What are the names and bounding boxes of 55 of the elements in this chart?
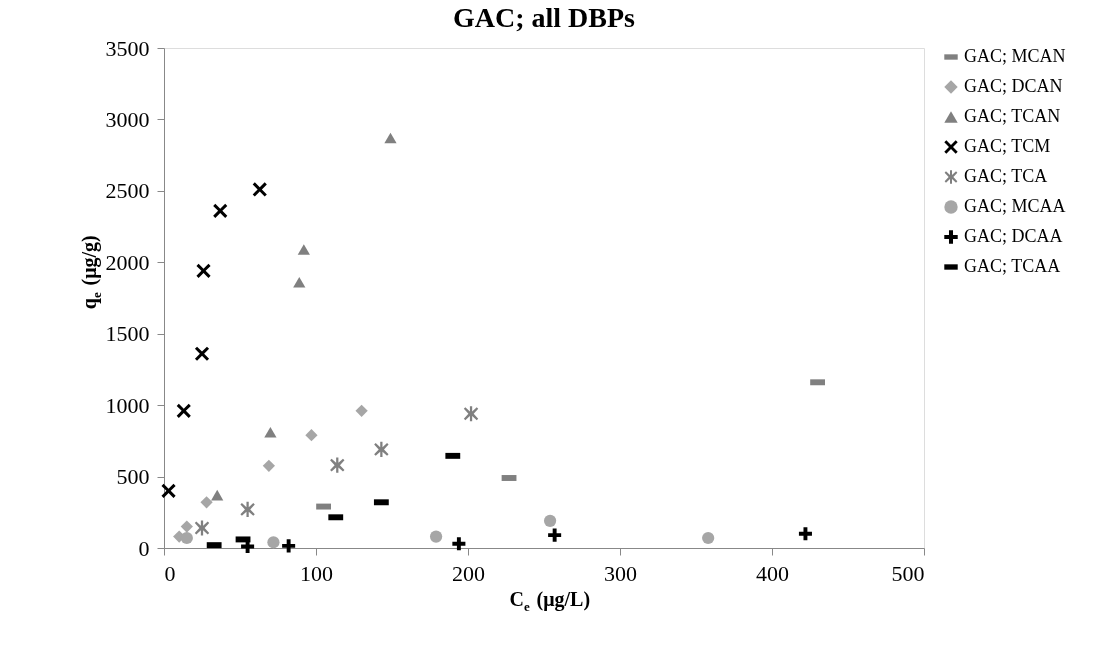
y-tick-label: 500 — [116, 464, 150, 490]
point — [264, 426, 277, 438]
legend-label: GAC; DCAA — [964, 226, 1063, 246]
point — [161, 483, 176, 498]
point — [293, 276, 306, 288]
point — [463, 406, 479, 422]
point — [429, 530, 443, 543]
legend-label: GAC; MCAN — [964, 46, 1066, 66]
legend-label: GAC; TCA — [964, 166, 1048, 186]
x-tick-label: 200 — [452, 560, 485, 586]
point — [798, 527, 812, 541]
point — [297, 244, 310, 255]
point — [200, 496, 213, 509]
point — [262, 459, 275, 472]
point — [241, 540, 255, 554]
y-tick-label: 1500 — [105, 321, 150, 347]
legend-label: GAC; TCAN — [964, 106, 1061, 126]
point — [180, 531, 193, 545]
point — [252, 182, 267, 197]
point — [194, 346, 210, 361]
y-axis-title: qe (μg/g) — [78, 235, 104, 310]
point — [330, 457, 345, 473]
legend-label: GAC; TCM — [964, 136, 1051, 156]
legend-label: GAC; DCAN — [964, 76, 1063, 96]
point — [384, 132, 397, 144]
y-tick-label: 2500 — [105, 178, 150, 204]
point — [196, 263, 211, 278]
legend-label: GAC; TCAA — [964, 256, 1061, 276]
point — [543, 514, 557, 527]
legend-label: GAC; MCAA — [964, 196, 1066, 216]
point — [355, 404, 368, 417]
point — [305, 429, 318, 442]
point — [194, 520, 210, 536]
point — [213, 203, 228, 218]
x-tick-label: 400 — [756, 560, 789, 586]
point — [374, 441, 389, 458]
y-tick-label: 3500 — [105, 35, 150, 61]
point — [282, 539, 296, 553]
point — [176, 403, 191, 418]
point — [211, 489, 224, 501]
y-tick-label: 0 — [138, 535, 150, 561]
point — [180, 520, 193, 533]
x-tick-label: 300 — [604, 560, 637, 586]
x-tick-label: 0 — [164, 560, 176, 586]
y-tick-label: 2000 — [105, 249, 150, 275]
point — [548, 528, 562, 542]
point — [267, 536, 280, 549]
point — [452, 537, 466, 551]
x-tick-label: 500 — [891, 560, 925, 586]
y-tick-label: 3000 — [105, 106, 150, 132]
point — [240, 501, 255, 518]
y-tick-label: 1000 — [105, 392, 150, 418]
x-tick-label: 100 — [300, 560, 333, 586]
point — [702, 531, 715, 545]
chart-title: GAC; all DBPs — [453, 2, 636, 33]
